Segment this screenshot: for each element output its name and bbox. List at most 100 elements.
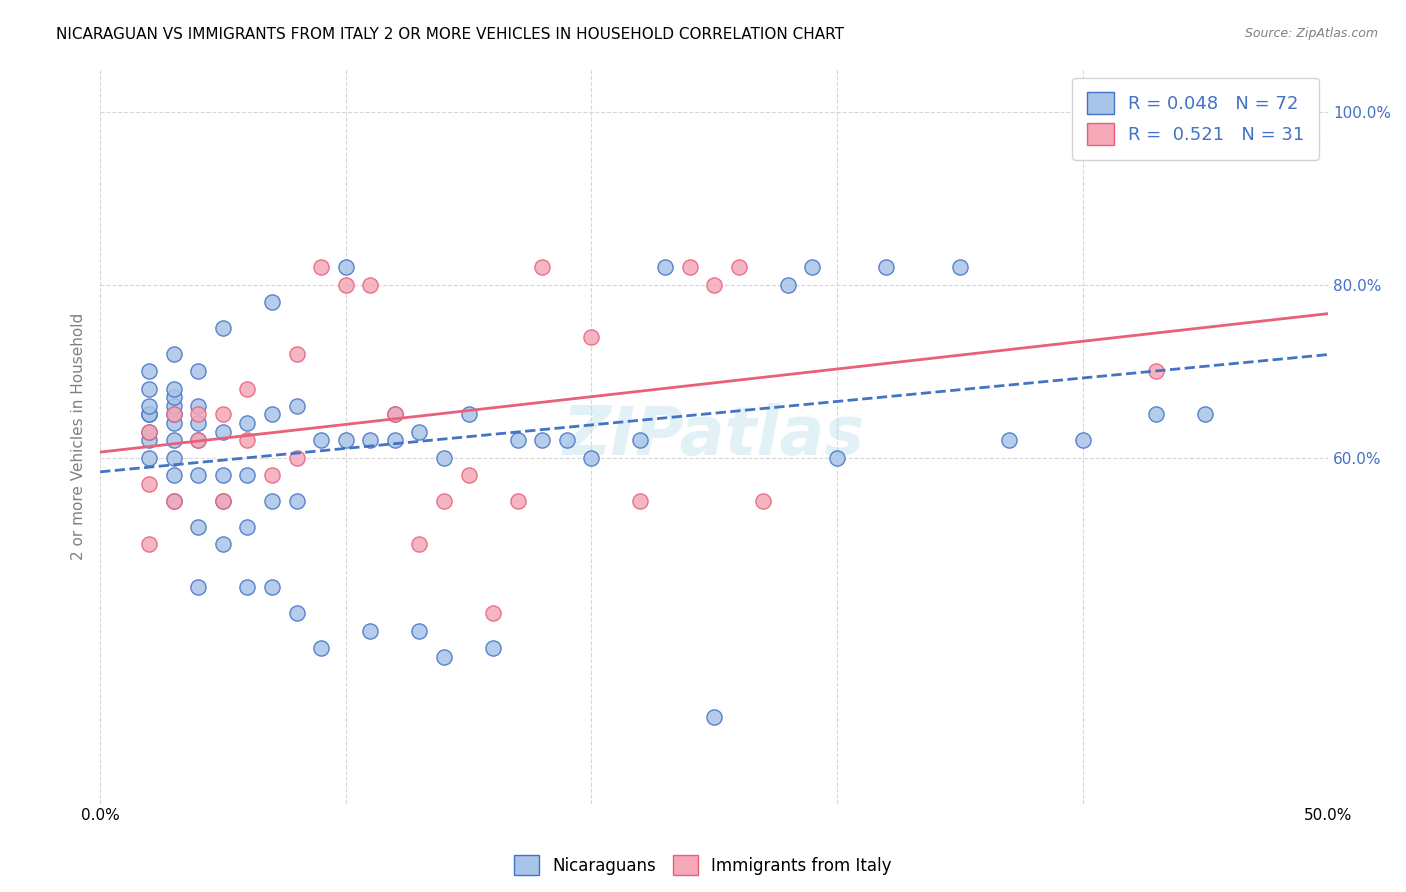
Point bbox=[285, 494, 308, 508]
Point bbox=[260, 408, 283, 422]
Point bbox=[212, 494, 235, 508]
Point bbox=[260, 581, 283, 595]
Text: NICARAGUAN VS IMMIGRANTS FROM ITALY 2 OR MORE VEHICLES IN HOUSEHOLD CORRELATION : NICARAGUAN VS IMMIGRANTS FROM ITALY 2 OR… bbox=[56, 27, 844, 42]
Point bbox=[998, 434, 1021, 448]
Point bbox=[482, 607, 505, 621]
Point bbox=[727, 260, 749, 275]
Point bbox=[187, 364, 209, 378]
Point bbox=[163, 494, 186, 508]
Point bbox=[949, 260, 972, 275]
Point bbox=[309, 640, 332, 655]
Point bbox=[187, 434, 209, 448]
Point bbox=[212, 408, 235, 422]
Point bbox=[138, 476, 160, 491]
Point bbox=[138, 399, 160, 413]
Point bbox=[163, 382, 186, 396]
Point bbox=[163, 408, 186, 422]
Point bbox=[163, 467, 186, 482]
Point bbox=[212, 467, 235, 482]
Point bbox=[630, 494, 652, 508]
Point bbox=[433, 494, 456, 508]
Point bbox=[260, 295, 283, 310]
Point bbox=[163, 347, 186, 361]
Point bbox=[285, 450, 308, 465]
Point bbox=[1144, 364, 1167, 378]
Point bbox=[384, 434, 406, 448]
Point bbox=[457, 408, 479, 422]
Point bbox=[482, 640, 505, 655]
Point bbox=[1194, 408, 1216, 422]
Point bbox=[776, 277, 799, 292]
Point bbox=[752, 494, 775, 508]
Point bbox=[138, 537, 160, 551]
Point bbox=[187, 408, 209, 422]
Point bbox=[359, 277, 381, 292]
Point bbox=[1071, 434, 1094, 448]
Text: ZIPatlas: ZIPatlas bbox=[564, 403, 865, 469]
Point bbox=[187, 467, 209, 482]
Point bbox=[138, 434, 160, 448]
Point bbox=[163, 416, 186, 430]
Point bbox=[384, 408, 406, 422]
Point bbox=[163, 408, 186, 422]
Point bbox=[163, 434, 186, 448]
Point bbox=[163, 494, 186, 508]
Point bbox=[506, 434, 529, 448]
Point bbox=[335, 260, 357, 275]
Legend: R = 0.048   N = 72, R =  0.521   N = 31: R = 0.048 N = 72, R = 0.521 N = 31 bbox=[1073, 78, 1319, 160]
Point bbox=[531, 260, 554, 275]
Point bbox=[138, 408, 160, 422]
Point bbox=[285, 607, 308, 621]
Point bbox=[138, 425, 160, 439]
Point bbox=[335, 434, 357, 448]
Point bbox=[408, 624, 430, 638]
Point bbox=[212, 321, 235, 335]
Point bbox=[138, 408, 160, 422]
Point bbox=[285, 399, 308, 413]
Point bbox=[309, 260, 332, 275]
Point bbox=[408, 425, 430, 439]
Point bbox=[581, 329, 603, 343]
Point bbox=[359, 624, 381, 638]
Point bbox=[236, 581, 259, 595]
Point bbox=[163, 390, 186, 404]
Point bbox=[260, 467, 283, 482]
Point bbox=[506, 494, 529, 508]
Point bbox=[236, 416, 259, 430]
Point bbox=[187, 416, 209, 430]
Point bbox=[703, 277, 725, 292]
Point bbox=[408, 537, 430, 551]
Point bbox=[163, 450, 186, 465]
Point bbox=[236, 467, 259, 482]
Point bbox=[138, 364, 160, 378]
Point bbox=[359, 434, 381, 448]
Point bbox=[187, 399, 209, 413]
Point bbox=[138, 450, 160, 465]
Point bbox=[630, 434, 652, 448]
Point bbox=[433, 450, 456, 465]
Point bbox=[187, 581, 209, 595]
Point bbox=[384, 408, 406, 422]
Point bbox=[236, 382, 259, 396]
Legend: Nicaraguans, Immigrants from Italy: Nicaraguans, Immigrants from Italy bbox=[506, 847, 900, 884]
Point bbox=[212, 425, 235, 439]
Point bbox=[457, 467, 479, 482]
Point bbox=[1170, 122, 1192, 136]
Text: Source: ZipAtlas.com: Source: ZipAtlas.com bbox=[1244, 27, 1378, 40]
Point bbox=[187, 434, 209, 448]
Point bbox=[555, 434, 578, 448]
Point bbox=[236, 520, 259, 534]
Point bbox=[138, 425, 160, 439]
Point bbox=[433, 649, 456, 664]
Point bbox=[825, 450, 848, 465]
Point bbox=[801, 260, 824, 275]
Point bbox=[138, 382, 160, 396]
Point bbox=[678, 260, 700, 275]
Point bbox=[187, 520, 209, 534]
Point bbox=[309, 434, 332, 448]
Point bbox=[875, 260, 897, 275]
Y-axis label: 2 or more Vehicles in Household: 2 or more Vehicles in Household bbox=[72, 312, 86, 559]
Point bbox=[335, 277, 357, 292]
Point bbox=[1144, 408, 1167, 422]
Point bbox=[212, 494, 235, 508]
